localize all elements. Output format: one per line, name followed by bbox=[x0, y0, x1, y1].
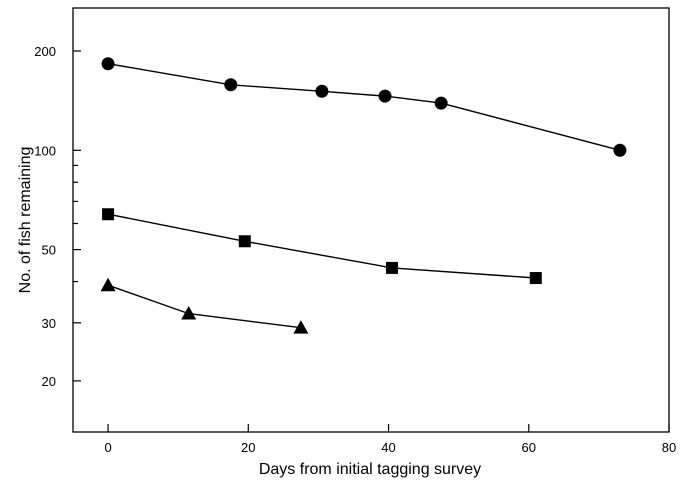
x-tick-label: 20 bbox=[241, 440, 255, 455]
data-point bbox=[100, 277, 116, 292]
x-tick-label: 40 bbox=[381, 440, 395, 455]
y-tick-label: 20 bbox=[42, 374, 56, 389]
data-point bbox=[101, 57, 115, 71]
data-point bbox=[224, 78, 238, 92]
data-point bbox=[238, 235, 251, 248]
x-tick-label: 0 bbox=[104, 440, 111, 455]
data-point bbox=[613, 143, 627, 157]
series-triangle bbox=[100, 277, 309, 334]
y-tick-label: 200 bbox=[34, 44, 56, 59]
x-tick-label: 60 bbox=[522, 440, 536, 455]
y-tick-label: 100 bbox=[34, 143, 56, 158]
series-circle bbox=[101, 57, 627, 157]
x-axis-title: Days from initial tagging survey bbox=[259, 461, 481, 478]
y-tick-label: 30 bbox=[42, 316, 56, 331]
data-point bbox=[315, 84, 329, 98]
series-line bbox=[107, 213, 536, 279]
x-tick-label: 80 bbox=[662, 440, 676, 455]
plot-frame bbox=[72, 7, 670, 433]
data-point bbox=[293, 320, 309, 334]
y-axis-title: No. of fish remaining bbox=[17, 147, 34, 294]
data-point bbox=[386, 261, 399, 274]
y-tick-label: 50 bbox=[42, 243, 56, 258]
series-line bbox=[107, 63, 621, 151]
series-line bbox=[107, 284, 301, 329]
data-point bbox=[434, 96, 448, 110]
data-point bbox=[529, 272, 542, 285]
data-point bbox=[102, 208, 115, 221]
data-point bbox=[181, 306, 197, 320]
data-point bbox=[378, 89, 392, 103]
series-square bbox=[102, 208, 542, 285]
